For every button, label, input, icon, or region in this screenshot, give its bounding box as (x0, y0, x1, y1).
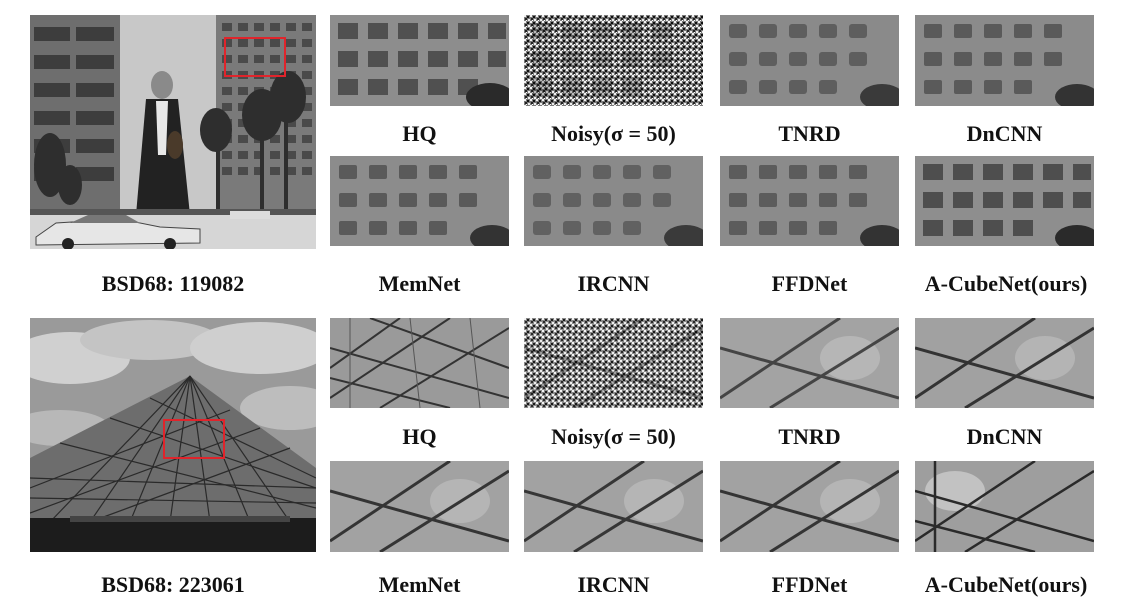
caption-acubenet: A-CubeNet(ours) (924, 271, 1088, 296)
crop-tnrd-223061 (720, 318, 899, 408)
caption-noisy: Noisy(σ = 50) (551, 424, 676, 449)
dataset-label: BSD68: 223061 (101, 572, 245, 597)
crop-acubenet-119082 (915, 156, 1094, 246)
crop-memnet-119082 (330, 156, 509, 246)
crop-dncnn-223061 (915, 318, 1094, 408)
caption-memnet: MemNet (378, 271, 461, 296)
crop-dncnn-119082 (915, 15, 1094, 106)
crop-hq-223061 (330, 318, 509, 408)
zoom-region-box-119082 (224, 37, 286, 77)
caption-hq: HQ (402, 121, 437, 146)
caption-ircnn: IRCNN (577, 572, 650, 597)
zoom-region-box-223061 (163, 419, 225, 459)
caption-tnrd: TNRD (778, 424, 841, 449)
crop-hq-119082 (330, 15, 509, 106)
caption-ircnn: IRCNN (577, 271, 650, 296)
caption-tnrd: TNRD (778, 121, 841, 146)
crop-ffdnet-223061 (720, 461, 899, 552)
crop-tnrd-119082 (720, 15, 899, 106)
crop-noisy-223061 (524, 318, 703, 408)
crop-ircnn-223061 (524, 461, 703, 552)
caption-dncnn: DnCNN (966, 424, 1043, 449)
caption-hq: HQ (402, 424, 437, 449)
full-image-223061 (30, 318, 316, 552)
full-image-119082 (30, 15, 316, 249)
caption-ffdnet: FFDNet (771, 271, 848, 296)
caption-noisy: Noisy(σ = 50) (551, 121, 676, 146)
caption-dncnn: DnCNN (966, 121, 1043, 146)
crop-memnet-223061 (330, 461, 509, 552)
caption-memnet: MemNet (378, 572, 461, 597)
dataset-label: BSD68: 119082 (101, 271, 245, 296)
crop-acubenet-223061 (915, 461, 1094, 552)
crop-ircnn-119082 (524, 156, 703, 246)
crop-noisy-119082 (524, 15, 703, 106)
caption-acubenet: A-CubeNet(ours) (924, 572, 1088, 597)
crop-ffdnet-119082 (720, 156, 899, 246)
caption-ffdnet: FFDNet (771, 572, 848, 597)
